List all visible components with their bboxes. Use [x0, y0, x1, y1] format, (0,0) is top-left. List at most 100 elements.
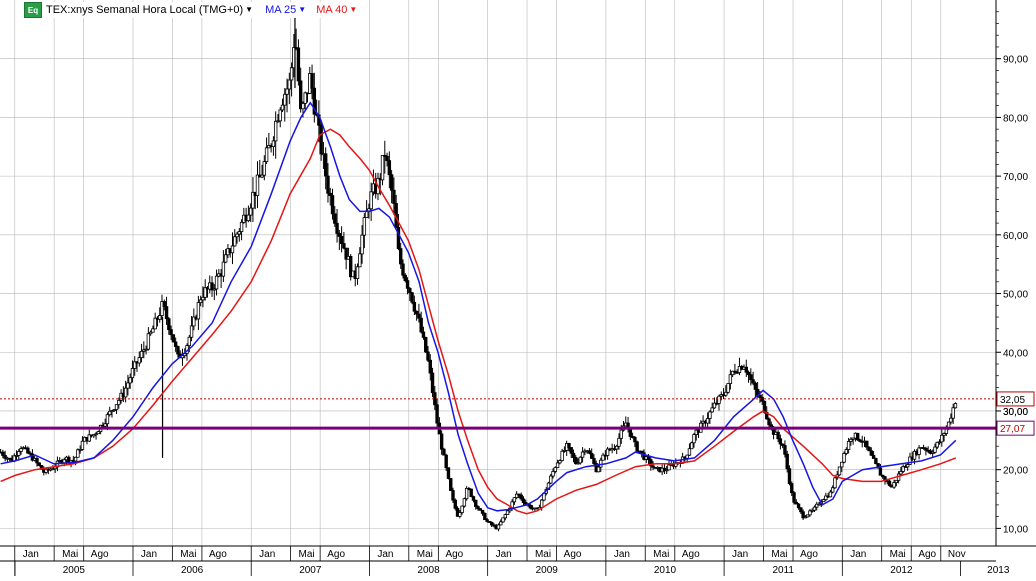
- ohlc-body: [408, 287, 412, 294]
- ohlc-body: [428, 359, 432, 374]
- month-tick-label: Ago: [91, 549, 109, 560]
- year-tick-label: 2011: [772, 565, 794, 576]
- ohlc-body: [444, 454, 448, 469]
- ohlc-body: [674, 462, 678, 467]
- ohlc-body: [801, 511, 805, 519]
- ohlc-body: [112, 409, 116, 411]
- month-tick-label: Jan: [614, 549, 630, 560]
- ohlc-body: [126, 382, 130, 389]
- equity-badge: Eq: [24, 2, 42, 18]
- ohlc-body: [405, 280, 410, 289]
- ohlc-body: [237, 231, 242, 235]
- ohlc-body: [110, 410, 114, 412]
- ohlc-body: [887, 480, 892, 486]
- year-tick-label: 2005: [63, 565, 86, 576]
- ohlc-body: [73, 456, 78, 462]
- ohlc-body: [460, 505, 464, 513]
- ohlc-body: [289, 67, 294, 81]
- ohlc-body: [849, 438, 853, 442]
- ohlc-body: [283, 93, 287, 106]
- ohlc-body: [749, 374, 753, 381]
- ohlc-body: [328, 192, 332, 196]
- ohlc-body: [337, 233, 342, 237]
- ohlc-body: [901, 466, 905, 472]
- month-tick-label: Ago: [209, 549, 227, 560]
- ohlc-body: [880, 474, 885, 478]
- ohlc-body: [123, 387, 128, 398]
- ohlc-body: [449, 478, 453, 491]
- moving-averages: [0, 101, 957, 515]
- ohlc-body: [362, 217, 367, 236]
- ohlc-body: [733, 370, 737, 373]
- ohlc-body: [323, 153, 328, 177]
- ohlc-body: [894, 479, 899, 484]
- month-tick-label: Jan: [732, 549, 748, 560]
- ohlc-body: [233, 236, 237, 247]
- ohlc-body: [724, 391, 728, 396]
- ohlc-body: [912, 450, 917, 460]
- month-tick-label: Mai: [771, 549, 787, 560]
- ohlc-body: [417, 313, 421, 319]
- ohlc-body: [424, 336, 428, 353]
- ohlc-body: [787, 468, 792, 484]
- ohlc-body: [87, 434, 91, 442]
- ma25-legend[interactable]: MA 25 ▼: [265, 4, 306, 16]
- ohlc-body: [133, 361, 137, 369]
- year-tick-label: 2006: [181, 565, 204, 576]
- ohlc-body: [662, 467, 667, 471]
- ohlc-body: [251, 191, 255, 209]
- ohlc-body: [908, 456, 912, 465]
- ohlc-body: [574, 457, 578, 465]
- ohlc-body: [619, 429, 623, 439]
- ohlc-body: [114, 404, 119, 410]
- y-tick-label-partial: 30,00: [1003, 407, 1028, 418]
- ohlc-body: [796, 503, 801, 509]
- ohlc-body: [578, 456, 583, 464]
- ohlc-body: [821, 499, 826, 503]
- ohlc-body: [892, 482, 896, 488]
- symbol-label[interactable]: TEX:xnys Semanal Hora Local (TMG+0) ▼: [46, 4, 253, 16]
- ohlc-body: [271, 140, 276, 148]
- ohlc-body: [223, 254, 228, 263]
- ohlc-body: [221, 261, 226, 277]
- ohlc-body: [117, 399, 121, 406]
- year-tick-label: 2007: [299, 565, 322, 576]
- ohlc-body: [310, 73, 314, 89]
- ohlc-body: [285, 88, 289, 95]
- ohlc-body: [846, 441, 851, 450]
- ohlc-body: [276, 120, 280, 123]
- ohlc-body: [780, 443, 785, 446]
- ohlc-body: [687, 448, 692, 456]
- ohlc-body: [551, 471, 555, 477]
- month-tick-label: Ago: [445, 549, 463, 560]
- ohlc-body: [349, 256, 353, 278]
- y-tick-label: 60,00: [1003, 231, 1028, 242]
- ma40-legend[interactable]: MA 40 ▼: [316, 4, 357, 16]
- ma40-dropdown-icon[interactable]: ▼: [349, 5, 358, 14]
- ohlc-body: [146, 333, 151, 350]
- month-tick-label: Ago: [918, 549, 936, 560]
- ma25-dropdown-icon[interactable]: ▼: [298, 5, 307, 14]
- ohlc-body: [333, 213, 337, 224]
- ohlc-body: [230, 245, 235, 254]
- month-tick-label: Mai: [535, 549, 551, 560]
- ohlc-body: [867, 446, 871, 452]
- ohlc-body: [665, 469, 669, 472]
- ohlc-body: [496, 524, 501, 530]
- ohlc-body: [469, 488, 473, 497]
- ohlc-body: [499, 521, 503, 526]
- ohlc-body: [92, 434, 96, 437]
- ohlc-body: [953, 403, 958, 409]
- ohlc-bars: [0, 11, 958, 532]
- ohlc-body: [235, 233, 239, 238]
- symbol-dropdown-icon[interactable]: ▼: [245, 5, 254, 14]
- ohlc-body: [842, 453, 846, 463]
- ohlc-body: [35, 458, 39, 464]
- ohlc-body: [339, 236, 344, 244]
- ohlc-body: [171, 334, 176, 343]
- ohlc-body: [142, 349, 146, 352]
- ohlc-body: [933, 446, 937, 453]
